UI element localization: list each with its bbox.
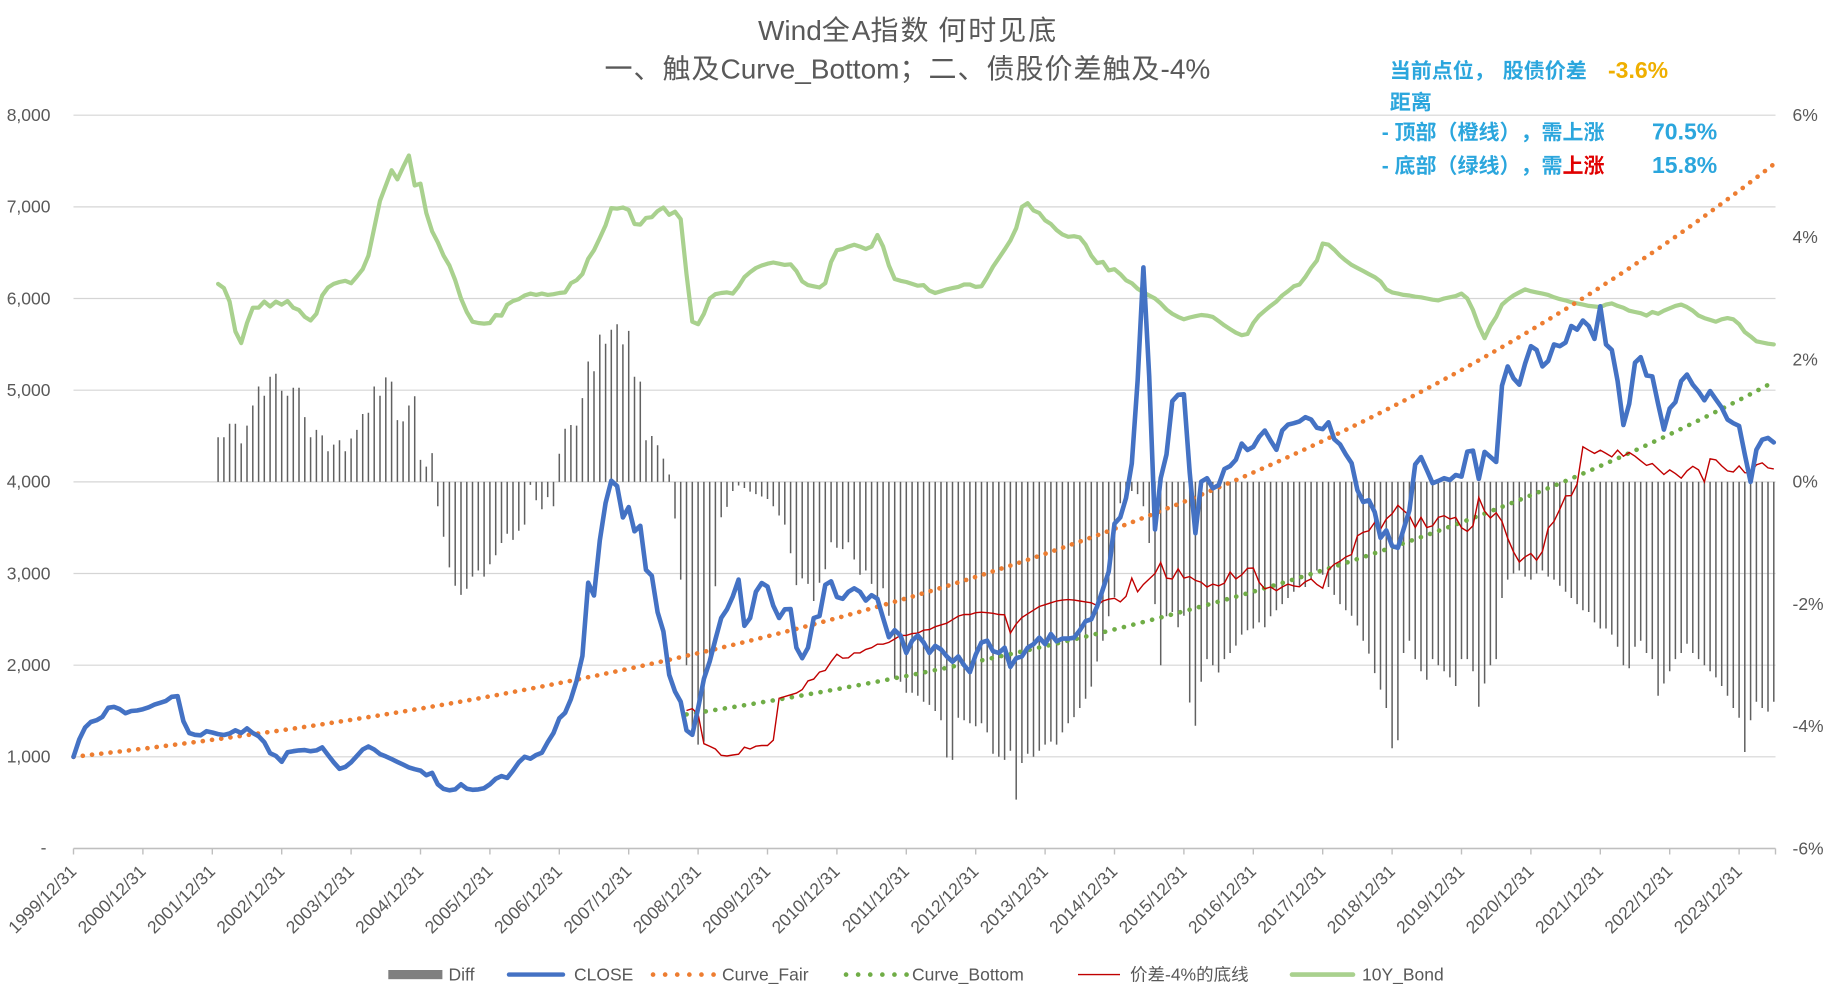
svg-text:4%: 4% [1793, 227, 1818, 247]
svg-text:4,000: 4,000 [7, 472, 51, 492]
svg-text:-: - [1382, 122, 1389, 145]
svg-text:8,000: 8,000 [7, 105, 51, 125]
svg-text:CLOSE: CLOSE [574, 965, 633, 985]
svg-text:2,000: 2,000 [7, 655, 51, 675]
svg-text:-2%: -2% [1793, 594, 1824, 614]
svg-text:Curve_Bottom: Curve_Bottom [912, 965, 1024, 986]
svg-text:-4%: -4% [1161, 54, 1211, 85]
svg-text:1,000: 1,000 [7, 747, 51, 767]
svg-text:70.5%: 70.5% [1652, 119, 1717, 145]
svg-text:Diff: Diff [449, 965, 475, 985]
svg-text:-6%: -6% [1793, 838, 1824, 858]
svg-text:-: - [41, 838, 47, 858]
svg-text:A: A [852, 15, 871, 46]
svg-text:6,000: 6,000 [7, 288, 51, 308]
svg-text:Wind: Wind [758, 15, 822, 46]
svg-text:-4%: -4% [1793, 716, 1824, 736]
svg-text:2%: 2% [1793, 349, 1818, 369]
svg-text:Curve_Bottom: Curve_Bottom [721, 54, 900, 85]
svg-text:-: - [1382, 155, 1389, 178]
svg-text:-4%: -4% [1165, 965, 1196, 985]
svg-text:15.8%: 15.8% [1652, 152, 1717, 178]
svg-text:5,000: 5,000 [7, 380, 51, 400]
svg-text:3,000: 3,000 [7, 563, 51, 583]
svg-text:7,000: 7,000 [7, 197, 51, 217]
svg-text:10Y_Bond: 10Y_Bond [1362, 965, 1444, 986]
svg-text:-3.6%: -3.6% [1608, 57, 1668, 83]
svg-text:0%: 0% [1793, 472, 1818, 492]
svg-text:6%: 6% [1793, 105, 1818, 125]
svg-text:Curve_Fair: Curve_Fair [722, 965, 809, 986]
